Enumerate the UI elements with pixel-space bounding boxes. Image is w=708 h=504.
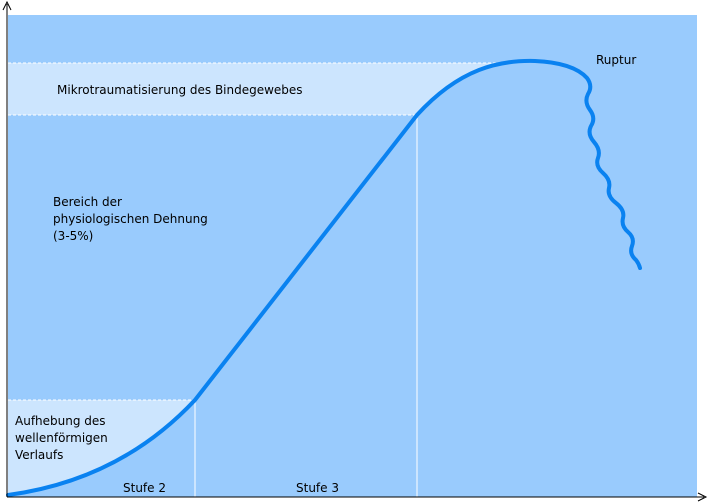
stress-strain-curve (6, 58, 642, 497)
stage-label: Stufe 3 (296, 481, 339, 495)
zone-label: Mikrotraumatisierung des Bindegewebes (57, 83, 303, 97)
stage-label: Stufe 2 (123, 481, 166, 495)
zone-label: (3-5%) (53, 229, 93, 243)
zone-label: Bereich der (53, 195, 122, 209)
rupture-label: Ruptur (596, 53, 636, 67)
waviness-zone (8, 400, 195, 495)
zone-label: physiologischen Dehnung (53, 212, 208, 226)
zone-label: Verlaufs (15, 448, 63, 462)
microtrauma-band (8, 62, 500, 115)
zone-label: Aufhebung des (15, 414, 106, 428)
zone-label: wellenförmigen (15, 431, 108, 445)
axis-arrow (697, 492, 708, 502)
axis-arrow (2, 0, 12, 11)
